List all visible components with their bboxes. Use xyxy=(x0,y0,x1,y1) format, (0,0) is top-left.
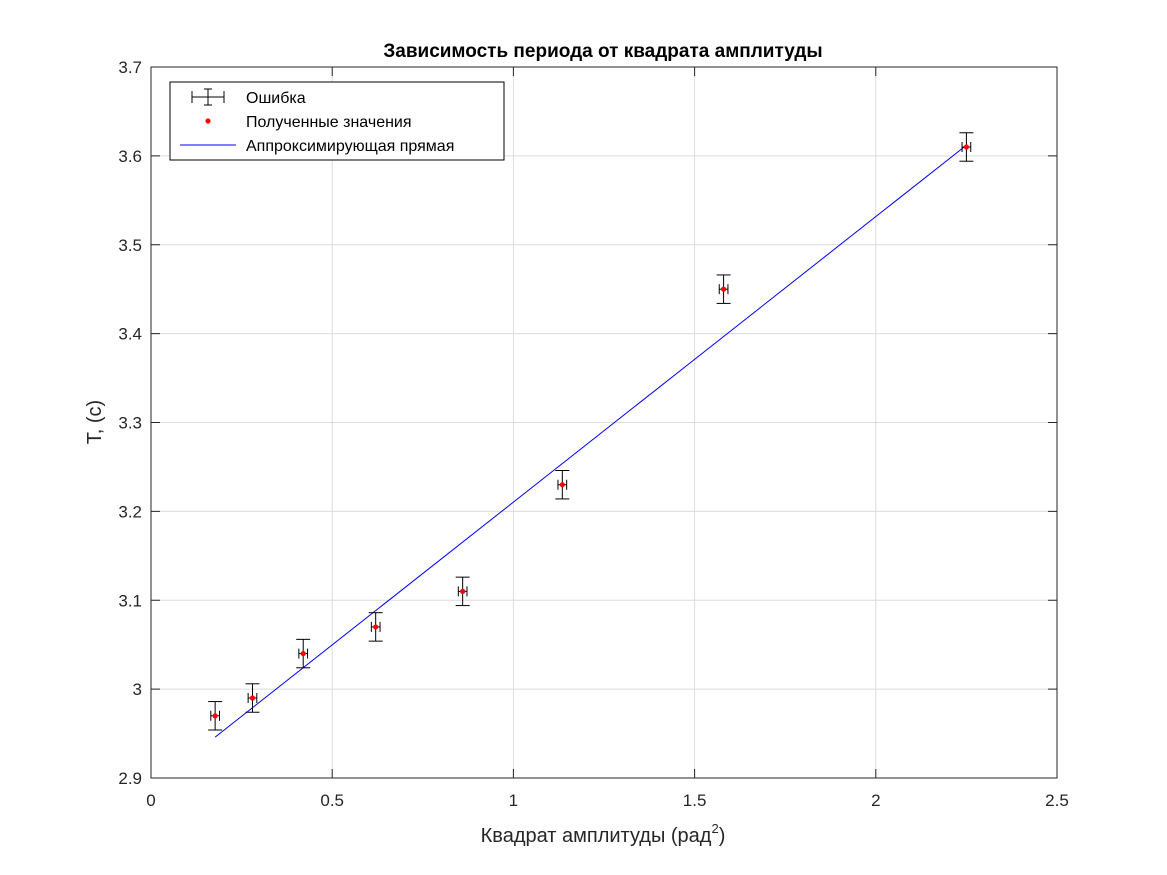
y-tick-label: 3.3 xyxy=(118,414,142,433)
tick-labels: 0 0.5 1 1.5 2 2.5 2.9 3 3.1 3.2 3.3 3.4 3.5 3.6 3.7 xyxy=(118,58,1068,810)
data-point xyxy=(963,144,970,150)
error-bar xyxy=(455,576,470,607)
y-tick-label: 3.1 xyxy=(118,591,142,610)
y-tick-label: 3.6 xyxy=(118,147,142,166)
x-tick-label: 1 xyxy=(509,791,518,810)
error-bar xyxy=(368,612,383,642)
y-tick-label: 3.7 xyxy=(118,58,142,77)
y-tick-label: 3.2 xyxy=(118,502,142,521)
chart-title: Зависимость периода от квадрата амплитуд… xyxy=(383,41,822,62)
x-tick-label: 0.5 xyxy=(320,791,344,810)
legend-errorbar-icon xyxy=(191,88,225,106)
x-tick-label: 1.5 xyxy=(683,791,707,810)
axes xyxy=(150,66,1058,779)
y-tick-label: 3.4 xyxy=(118,325,142,344)
data-point xyxy=(460,588,466,594)
legend-marker-icon xyxy=(205,118,211,124)
legend-box xyxy=(169,81,505,161)
fit-line xyxy=(214,144,967,738)
legend-entry-points: Полученные значения xyxy=(246,114,412,131)
y-tick-label: 3 xyxy=(133,680,142,699)
x-axis-label: Квадрат амплитуды (рад2) xyxy=(481,821,726,847)
legend-entry-fit-line: Аппроксимирующая прямая xyxy=(246,138,454,155)
x-axis-label-sup: 2 xyxy=(711,821,718,836)
data-point xyxy=(249,695,256,701)
x-tick-label: 2 xyxy=(871,791,880,810)
data-point xyxy=(373,624,379,630)
data-point xyxy=(300,650,306,657)
error-bar xyxy=(555,469,570,500)
x-axis-label-main: Квадрат амплитуды (рад xyxy=(481,825,712,847)
legend-entry-error: Ошибка xyxy=(246,90,306,107)
x-tick-label: 0 xyxy=(146,791,155,810)
y-axis-label: T, (c) xyxy=(84,400,106,444)
plot-area xyxy=(208,132,974,738)
data-point xyxy=(559,482,565,488)
data-point xyxy=(720,286,727,292)
data-point xyxy=(212,713,218,719)
y-tick-label: 3.5 xyxy=(118,236,142,255)
y-tick-label: 2.9 xyxy=(118,769,142,788)
x-tick-label: 2.5 xyxy=(1045,791,1069,810)
legend: Ошибка Полученные значения Аппроксимирую… xyxy=(169,81,505,161)
x-axis-label-end: ) xyxy=(719,825,726,847)
